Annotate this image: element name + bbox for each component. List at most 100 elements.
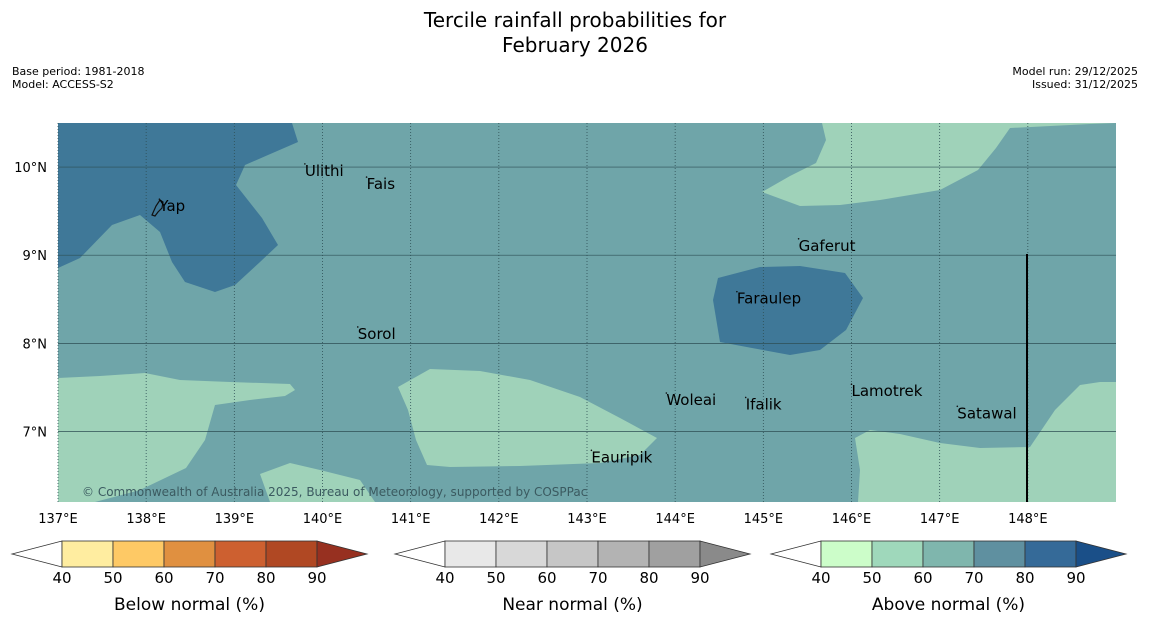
colorbar-tick-label: 50 — [486, 569, 505, 587]
colorbar-tick-label: 80 — [1015, 569, 1034, 587]
colorbar-tick-label: 60 — [913, 569, 932, 587]
island-dot — [797, 238, 800, 240]
colorbar-label: Near normal (%) — [502, 595, 642, 615]
colorbar-segment — [922, 540, 975, 568]
colorbar-tick-label: 70 — [588, 569, 607, 587]
island-dot — [736, 290, 738, 293]
colorbar-tick-label: 90 — [307, 569, 326, 587]
colorbar-segment — [648, 540, 701, 568]
longitude-tick-label: 143°E — [567, 512, 607, 527]
colorbar-segment — [1024, 540, 1077, 568]
issued-date: Issued: 31/12/2025 — [1031, 78, 1138, 91]
colorbar-tick-label: 60 — [537, 569, 556, 587]
longitude-tick-label: 142°E — [479, 512, 519, 527]
colorbar-extend-low — [10, 540, 63, 568]
colorbar-tick-label: 40 — [811, 569, 830, 587]
place-label: Faraulep — [737, 290, 801, 308]
colorbar-segment — [820, 540, 873, 568]
colorbar-label: Above normal (%) — [872, 595, 1025, 615]
colorbar-segment — [546, 540, 599, 568]
longitude-tick-label: 147°E — [920, 512, 960, 527]
colorbar-tick-label: 80 — [256, 569, 275, 587]
colorbar-segment — [214, 540, 267, 568]
colorbar-tick-label: 50 — [862, 569, 881, 587]
colorbar-extend-high — [1075, 540, 1128, 568]
island-dot — [590, 449, 593, 452]
longitude-tick-label: 148°E — [1008, 512, 1048, 527]
place-label: Ifalik — [746, 395, 782, 413]
gridlines — [57, 123, 1116, 502]
colorbar-label: Below normal (%) — [114, 595, 265, 615]
place-label: Yap — [158, 197, 185, 215]
place-label: Lamotrek — [852, 382, 923, 400]
colorbar: 40 50 60 70 80 90 Above normal (%) — [769, 540, 1128, 615]
meta-right: Model run: 29/12/2025 Issued: 31/12/2025 — [1012, 65, 1138, 91]
colorbar: 40 50 60 70 80 90 Below normal (%) — [10, 540, 369, 615]
region-above-80-northwest — [58, 123, 298, 292]
place-label: Fais — [367, 175, 396, 193]
place-label: Satawal — [957, 404, 1016, 422]
region-above-60-southwest — [58, 373, 295, 502]
colorbar-extend-low — [769, 540, 822, 568]
title-line-1: Tercile rainfall probabilities for — [423, 8, 727, 32]
longitude-tick-label: 137°E — [38, 512, 78, 527]
colorbar-segment — [444, 540, 497, 568]
base-period: Base period: 1981-2018 — [12, 65, 145, 78]
island-dot — [365, 176, 368, 178]
map-title: Tercile rainfall probabilities for Febru… — [0, 8, 1150, 58]
model-name: Model: ACCESS-S2 — [12, 78, 114, 91]
island-dot — [850, 383, 853, 386]
island-dot — [665, 392, 668, 394]
longitude-tick-label: 138°E — [126, 512, 166, 527]
latitude-tick-label: 7°N — [23, 425, 48, 440]
latitude-tick-label: 10°N — [14, 161, 47, 176]
place-label: Woleai — [666, 391, 716, 409]
colorbar-extend-low — [393, 540, 446, 568]
place-label: Sorol — [358, 325, 396, 343]
island-dot — [356, 326, 359, 328]
island-dot — [304, 163, 306, 165]
longitude-tick-label: 139°E — [215, 512, 255, 527]
colorbar-tick-label: 50 — [103, 569, 122, 587]
region-above-80-east — [713, 266, 863, 355]
colorbar-segment — [61, 540, 114, 568]
latitude-tick-label: 9°N — [23, 249, 48, 264]
colorbar-segment — [871, 540, 924, 568]
colorbar-segment — [265, 540, 318, 568]
longitude-tick-label: 145°E — [744, 512, 784, 527]
longitude-tick-label: 146°E — [832, 512, 872, 527]
region-above-60-central — [398, 369, 657, 467]
colorbar-tick-label: 60 — [154, 569, 173, 587]
colorbar-tick-label: 90 — [690, 569, 709, 587]
colorbar-tick-label: 90 — [1066, 569, 1085, 587]
colorbar-extend-high — [316, 540, 369, 568]
colorbar-tick-label: 80 — [639, 569, 658, 587]
region-above-60-southeast — [855, 382, 1116, 502]
latitude-labels: 10°N 9°N 8°N 7°N — [14, 161, 47, 440]
place-labels: Ulithi Fais Yap Gaferut Faraulep Sorol Lamotre… — [158, 162, 1016, 466]
latitude-tick-label: 8°N — [23, 337, 48, 352]
colorbar-extend-high — [699, 540, 752, 568]
region-above-60-northeast — [762, 123, 1116, 206]
place-label: Gaferut — [799, 237, 856, 255]
island-dot — [956, 405, 959, 408]
colorbar-tick-label: 40 — [52, 569, 71, 587]
colorbar-tick-label: 70 — [205, 569, 224, 587]
longitude-tick-label: 140°E — [303, 512, 343, 527]
colorbar-tick-label: 40 — [435, 569, 454, 587]
colorbar-segment — [597, 540, 650, 568]
copyright-notice: © Commonwealth of Australia 2025, Bureau… — [82, 485, 587, 499]
longitude-tick-label: 141°E — [391, 512, 431, 527]
colorbar: 40 50 60 70 80 90 Near normal (%) — [393, 540, 752, 615]
colorbar-tick-label: 70 — [964, 569, 983, 587]
colorbar-segment — [163, 540, 216, 568]
meta-left: Base period: 1981-2018 Model: ACCESS-S2 — [12, 65, 144, 91]
title-line-2: February 2026 — [502, 33, 648, 57]
yap-island — [151, 199, 164, 217]
place-label: Eauripik — [591, 448, 652, 466]
colorbar-segment — [495, 540, 548, 568]
colorbar-segment — [973, 540, 1026, 568]
model-run: Model run: 29/12/2025 — [1012, 65, 1138, 78]
island-dot — [744, 396, 747, 399]
